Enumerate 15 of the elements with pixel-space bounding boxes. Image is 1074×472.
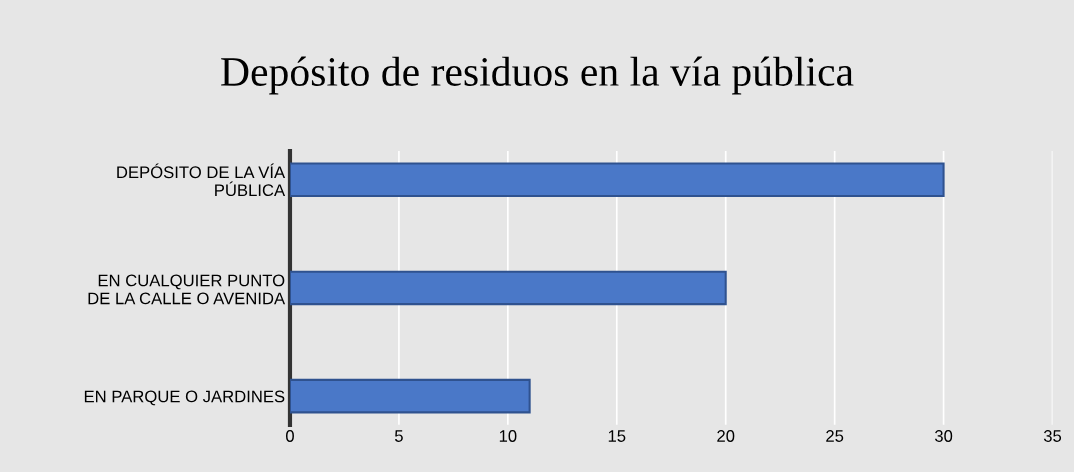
x-tick-label: 5 (394, 430, 403, 442)
bar (289, 270, 727, 306)
x-tick-label: 35 (1043, 430, 1062, 442)
x-tick-label: 20 (717, 430, 735, 442)
y-tick-label: EN PARQUE O JARDINES (84, 390, 285, 406)
y-tick-label: DEPÓSITO DE LA VÍA PÚBLICA (117, 163, 286, 197)
x-tick-label: 10 (499, 430, 517, 442)
bar (289, 378, 531, 414)
x-tick-label: 15 (608, 430, 626, 442)
x-tick-label: 0 (286, 430, 294, 442)
x-tick-label: 30 (934, 430, 953, 442)
x-tick-label: 25 (826, 430, 844, 442)
y-tick-label: EN CUALQUIER PUNTO DE LA CALLE O AVENIDA (88, 274, 286, 305)
bar (289, 162, 945, 197)
chart-title: Depósito de residuos en la vía pública (221, 56, 854, 95)
